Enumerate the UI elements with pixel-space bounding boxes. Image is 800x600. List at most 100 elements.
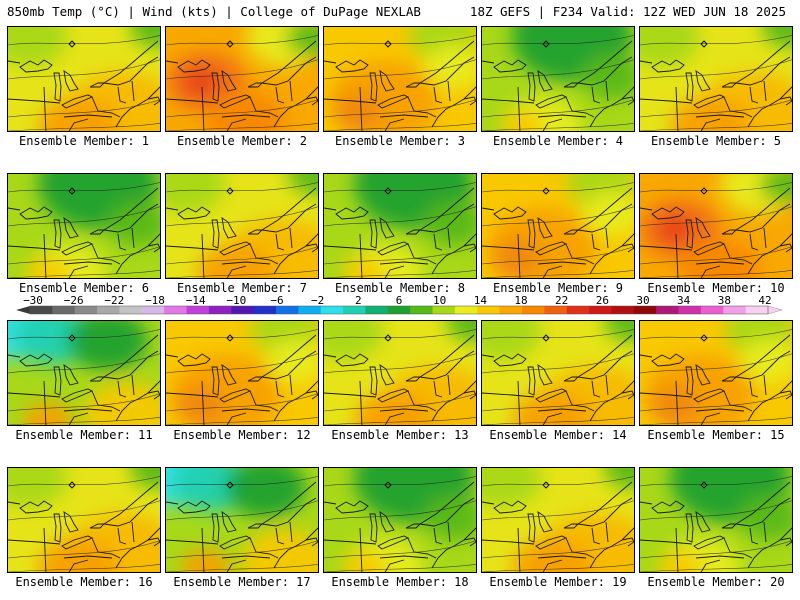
map-canvas xyxy=(166,27,318,131)
colorbar-tick-label: 6 xyxy=(396,296,403,307)
station-marker xyxy=(700,187,708,195)
ensemble-member-label: Ensemble Member: 16 xyxy=(15,575,153,589)
colorbar-swatch xyxy=(30,306,53,314)
station-marker xyxy=(384,481,392,489)
ensemble-member-label: Ensemble Member: 3 xyxy=(334,134,466,148)
colorbar-tick-label: −2 xyxy=(311,296,324,307)
colorbar-swatch xyxy=(589,306,612,314)
ensemble-member-map xyxy=(639,26,793,132)
ensemble-member-map xyxy=(481,173,635,279)
station-marker xyxy=(384,40,392,48)
ensemble-member-map xyxy=(165,320,319,426)
colorbar-swatch xyxy=(723,306,747,314)
ensemble-member-label: Ensemble Member: 6 xyxy=(18,281,150,295)
ensemble-member-label: Ensemble Member: 13 xyxy=(331,428,469,442)
colorbar-swatch xyxy=(231,306,255,314)
map-canvas xyxy=(166,321,318,425)
station-marker xyxy=(542,334,550,342)
colorbar-swatch xyxy=(52,306,76,314)
colorbar-swatch xyxy=(320,306,344,314)
map-canvas xyxy=(482,468,634,572)
colorbar-swatch xyxy=(678,306,702,314)
ensemble-member-map xyxy=(481,467,635,573)
colorbar-swatch xyxy=(119,306,143,314)
ensemble-member-map xyxy=(481,26,635,132)
map-canvas xyxy=(640,174,792,278)
colorbar-swatch xyxy=(387,306,411,314)
colorbar-arrow-left xyxy=(16,306,30,314)
colorbar-swatch xyxy=(522,306,545,314)
colorbar-swatch xyxy=(566,306,590,314)
colorbar-tick-label: 18 xyxy=(514,296,527,307)
colorbar-tick-label: 38 xyxy=(718,296,731,307)
ensemble-member-map xyxy=(165,26,319,132)
ensemble-member-map xyxy=(165,173,319,279)
colorbar-swatch xyxy=(97,306,120,314)
colorbar-tick-label: −6 xyxy=(270,296,283,307)
colorbar-tick-label: 30 xyxy=(636,296,649,307)
colorbar-swatch xyxy=(477,306,501,314)
map-canvas xyxy=(8,27,160,131)
colorbar-swatch xyxy=(633,306,657,314)
colorbar-swatch xyxy=(656,306,679,314)
map-title: 850mb Temp (°C) | Wind (kts) | College o… xyxy=(7,4,421,19)
map-canvas xyxy=(324,27,476,131)
station-marker xyxy=(384,334,392,342)
station-marker xyxy=(68,187,76,195)
ensemble-member-label: Ensemble Member: 10 xyxy=(647,281,785,295)
colorbar-tick-label: −18 xyxy=(145,296,165,307)
map-canvas xyxy=(324,468,476,572)
ensemble-member-label: Ensemble Member: 19 xyxy=(489,575,627,589)
map-canvas xyxy=(8,321,160,425)
ensemble-member-label: Ensemble Member: 17 xyxy=(173,575,311,589)
temperature-colorbar: −30 −26 −22 −18 −14 −10 −6 −2 2 6 10 14 18 22 26 30 34 38… xyxy=(16,296,783,315)
map-canvas xyxy=(8,174,160,278)
colorbar-swatch xyxy=(253,306,277,314)
ensemble-member-label: Ensemble Member: 7 xyxy=(176,281,308,295)
colorbar-tick-label: 42 xyxy=(758,296,771,307)
colorbar-swatch xyxy=(745,306,769,314)
colorbar-tick-label: 26 xyxy=(596,296,609,307)
map-canvas xyxy=(640,321,792,425)
station-marker xyxy=(700,40,708,48)
ensemble-member-label: Ensemble Member: 15 xyxy=(647,428,785,442)
ensemble-member-map xyxy=(7,26,161,132)
ensemble-member-map xyxy=(481,320,635,426)
ensemble-member-label: Ensemble Member: 2 xyxy=(176,134,308,148)
ensemble-member-map xyxy=(7,467,161,573)
colorbar-swatch xyxy=(700,306,724,314)
colorbar-swatch xyxy=(410,306,433,314)
colorbar-swatch xyxy=(186,306,210,314)
map-canvas xyxy=(8,468,160,572)
colorbar-tick-label: 2 xyxy=(355,296,362,307)
ensemble-member-label: Ensemble Member: 1 xyxy=(18,134,150,148)
map-canvas xyxy=(640,27,792,131)
station-marker xyxy=(542,481,550,489)
colorbar-swatch xyxy=(611,306,635,314)
map-canvas xyxy=(640,468,792,572)
colorbar-tick-label: −10 xyxy=(226,296,246,307)
ensemble-member-label: Ensemble Member: 9 xyxy=(492,281,624,295)
colorbar-arrow-right xyxy=(767,305,783,315)
colorbar-tick-label: 10 xyxy=(433,296,446,307)
colorbar-swatch xyxy=(141,306,165,314)
colorbar-tick-label: 22 xyxy=(555,296,568,307)
colorbar-swatch xyxy=(544,306,568,314)
map-canvas xyxy=(482,321,634,425)
ensemble-member-label: Ensemble Member: 5 xyxy=(650,134,782,148)
station-marker xyxy=(226,187,234,195)
colorbar-swatch xyxy=(499,306,523,314)
ensemble-member-label: Ensemble Member: 14 xyxy=(489,428,627,442)
station-marker xyxy=(542,40,550,48)
colorbar-tick-label: −30 xyxy=(23,296,43,307)
colorbar-tick-label: 34 xyxy=(677,296,691,307)
colorbar-tick-label: −14 xyxy=(186,296,206,307)
station-marker xyxy=(226,40,234,48)
map-canvas xyxy=(482,27,634,131)
colorbar-swatch xyxy=(276,306,299,314)
colorbar-swatch xyxy=(208,306,232,314)
colorbar-swatch xyxy=(432,306,456,314)
ensemble-member-map xyxy=(323,173,477,279)
ensemble-member-map xyxy=(165,467,319,573)
ensemble-member-label: Ensemble Member: 18 xyxy=(331,575,469,589)
